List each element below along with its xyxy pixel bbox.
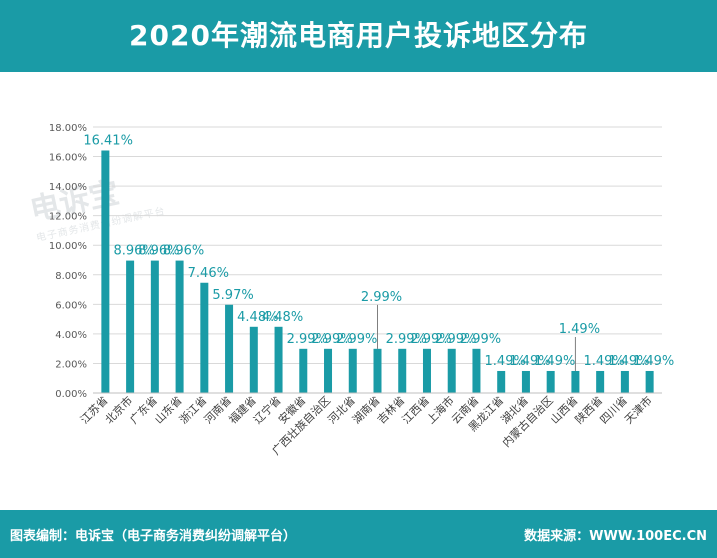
chart-header: 2020年潮流电商用户投诉地区分布 [0, 0, 717, 72]
category-label: 辽宁省 [250, 393, 283, 426]
bar-chart: 0.00% 2.00% 4.00% 6.00% 8.00% 10.00% 12.00% 14.… [49, 123, 674, 458]
bar [150, 260, 159, 393]
data-label: 7.46% [188, 266, 229, 281]
category-label: 河北省 [325, 394, 358, 427]
bar [596, 370, 605, 393]
y-tick-label: 6.00% [55, 300, 87, 311]
bar [225, 304, 234, 393]
bar [447, 348, 456, 393]
bar [299, 348, 308, 393]
data-label: 2.99% [460, 332, 501, 347]
bar [324, 348, 333, 393]
data-label: 16.41% [83, 133, 133, 148]
data-label: 4.48% [237, 310, 278, 325]
data-label: 1.49% [583, 354, 624, 369]
category-label: 陕西省 [572, 393, 605, 426]
bar [620, 370, 629, 393]
category-label: 广东省 [127, 394, 160, 427]
y-tick-label: 12.00% [49, 212, 87, 223]
y-tick-label: 18.00% [49, 123, 87, 134]
y-tick-label: 14.00% [49, 182, 87, 193]
data-label: 2.99% [386, 332, 427, 347]
y-tick-label: 0.00% [55, 389, 87, 400]
data-label: 1.49% [633, 354, 674, 369]
y-tick-label: 8.00% [55, 271, 87, 282]
data-label: 5.97% [212, 288, 253, 303]
bar [398, 348, 407, 393]
footer-credit: 图表编制：电诉宝（电子商务消费纠纷调解平台） [10, 529, 297, 544]
data-label: 8.96% [113, 244, 154, 259]
bar [200, 282, 209, 393]
y-tick-label: 2.00% [55, 359, 87, 370]
bar [571, 370, 580, 393]
bar [274, 326, 283, 393]
bar [645, 370, 654, 393]
data-label: 4.48% [262, 310, 303, 325]
bar [126, 260, 135, 393]
data-label: 2.99% [435, 332, 476, 347]
data-label: 2.99% [287, 332, 328, 347]
data-label: 2.99% [410, 332, 451, 347]
bar [521, 370, 530, 393]
bar [101, 150, 110, 393]
category-label: 北京市 [102, 393, 135, 426]
category-label: 浙江省 [177, 394, 210, 427]
y-tick-label: 4.00% [55, 330, 87, 341]
bar [373, 348, 382, 393]
data-label: 2.99% [311, 332, 352, 347]
data-label: 1.49% [608, 354, 649, 369]
category-label: 湖南省 [350, 394, 383, 427]
category-label: 上海市 [424, 393, 457, 426]
bar [249, 326, 258, 393]
bar [472, 348, 481, 393]
bar [422, 348, 431, 393]
data-label: 2.99% [361, 290, 402, 305]
y-tick-label: 16.00% [49, 153, 87, 164]
chart-footer: 图表编制：电诉宝（电子商务消费纠纷调解平台） 数据来源：WWW.100EC.CN [0, 510, 717, 558]
data-label: 1.49% [509, 354, 550, 369]
category-label: 河南省 [202, 394, 235, 427]
bar [175, 260, 184, 393]
bar [348, 348, 357, 393]
chart-area: 电诉宝 电子商务消费纠纷调解平台 0.00% 2.00% 4.00% 6.00% 8.0… [0, 72, 717, 510]
bar [497, 370, 506, 393]
data-label: 1.49% [559, 322, 600, 337]
bar [546, 370, 555, 393]
y-tick-label: 10.00% [49, 241, 87, 252]
category-label: 四川省 [597, 394, 630, 427]
data-label: 1.49% [534, 354, 575, 369]
category-label: 天津市 [622, 393, 655, 426]
footer-source: 数据来源：WWW.100EC.CN [524, 529, 707, 544]
data-label: 1.49% [485, 354, 526, 369]
chart-title: 2020年潮流电商用户投诉地区分布 [129, 19, 588, 52]
data-label: 8.96% [138, 244, 179, 259]
data-label: 8.96% [163, 244, 204, 259]
data-label: 2.99% [336, 332, 377, 347]
